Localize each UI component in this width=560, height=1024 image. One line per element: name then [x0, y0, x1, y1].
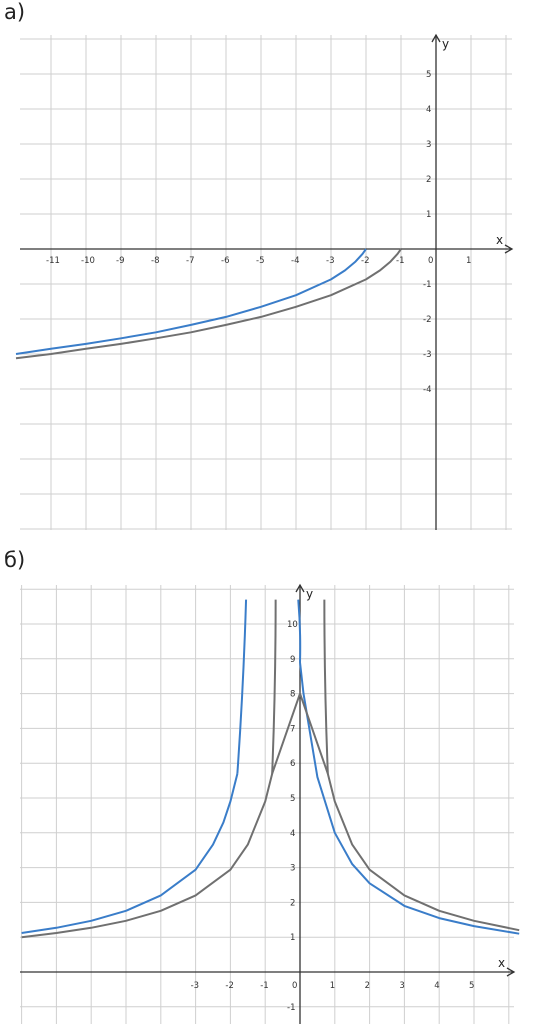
series-line-2 [21, 692, 520, 939]
y-axis-arrow [295, 583, 305, 593]
x-tick-label: 0 [292, 981, 297, 991]
y-axis-label: y [442, 37, 449, 51]
y-axis-label: y [306, 587, 313, 601]
y-tick-label: -3 [423, 350, 431, 360]
y-tick-label: 8 [290, 690, 295, 700]
x-tick-label: 4 [434, 981, 439, 991]
x-tick-label: -2 [225, 981, 233, 991]
y-tick-label: 3 [426, 140, 431, 150]
y-tick-label: 4 [290, 829, 295, 839]
x-tick-label: -3 [191, 981, 199, 991]
y-tick-label: 7 [290, 724, 295, 734]
y-tick-label: 10 [287, 620, 298, 630]
x-axis-label: x [496, 233, 503, 247]
x-tick-label: 3 [399, 981, 404, 991]
x-tick-label: 1 [466, 256, 471, 266]
x-tick-label: 1 [330, 981, 335, 991]
x-tick-label: -8 [151, 256, 159, 266]
x-tick-label: -10 [81, 256, 95, 266]
x-tick-label: -7 [186, 256, 194, 266]
chart-a: xy-11 -10 -9 -8 -7 -6 -5 -4 -3 -2 -1 0 154321-1-2-3-… [15, 33, 514, 530]
x-tick-label: -4 [291, 256, 299, 266]
y-tick-label: 1 [426, 210, 431, 220]
y-tick-label: 1 [290, 933, 295, 943]
x-tick-label: -5 [256, 256, 264, 266]
x-tick-label: 0 [428, 256, 433, 266]
x-tick-label: 5 [469, 981, 474, 991]
asymptote-tail [297, 599, 302, 663]
x-axis-label: x [498, 956, 505, 970]
x-tick-label: -1 [396, 256, 404, 266]
x-tick-label: -2 [361, 256, 369, 266]
asymptote-tail [271, 599, 277, 774]
y-tick-label: -1 [287, 1003, 295, 1013]
y-tick-label: -1 [423, 280, 431, 290]
y-tick-label: 4 [426, 105, 431, 115]
y-tick-label: 3 [290, 864, 295, 874]
series-line-2 [15, 248, 402, 360]
x-tick-label: -3 [326, 256, 334, 266]
y-tick-label: -2 [423, 315, 431, 325]
x-axis-arrow [504, 244, 514, 254]
y-tick-label: 9 [290, 655, 295, 665]
x-tick-label: 2 [365, 981, 370, 991]
y-tick-label: 2 [426, 175, 431, 185]
x-axis-arrow [506, 967, 516, 977]
x-tick-label: -9 [116, 256, 124, 266]
x-tick-label: -11 [46, 256, 60, 266]
y-axis-arrow [431, 33, 441, 43]
panel-label-b: б) [4, 548, 26, 572]
asymptote-tail [236, 599, 248, 774]
x-tick-label: -1 [260, 981, 268, 991]
y-tick-label: -4 [423, 385, 431, 395]
chart-b: x y -3 -2 -1 0 1 2 3 4 5 10 9 8 7 6 5 4 3 2 1 -1 [20, 583, 520, 1024]
y-tick-label: 6 [290, 759, 295, 769]
asymptote-tail [323, 599, 329, 774]
y-tick-label: 5 [290, 794, 295, 804]
grid [20, 35, 512, 530]
grid [20, 585, 514, 1024]
series-line-1 [15, 248, 367, 355]
panel-label-a: а) [4, 0, 26, 24]
x-tick-label: -6 [221, 256, 229, 266]
series-line-1 [21, 662, 520, 935]
y-tick-label: 5 [426, 70, 431, 80]
y-tick-label: 2 [290, 898, 295, 908]
